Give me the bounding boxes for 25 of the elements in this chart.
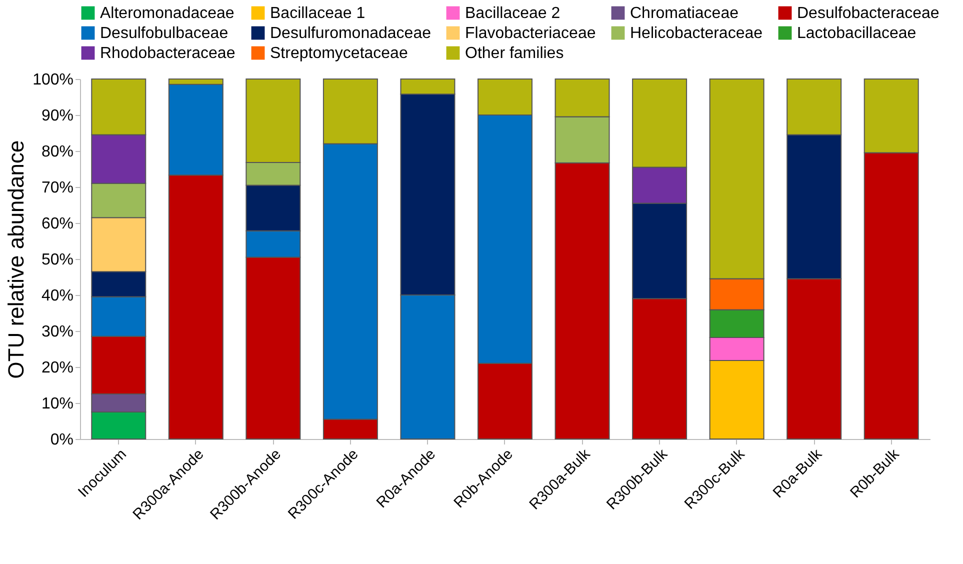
y-tick-label: 50%: [41, 252, 74, 268]
legend-label: Desulfobacteraceae: [797, 5, 940, 22]
legend-label: Bacillaceae 1: [270, 5, 366, 22]
y-tick-label: 60%: [41, 216, 74, 232]
legend-label: Rhodobacteraceae: [100, 45, 236, 62]
y-axis-title: OTU relative abundance: [4, 140, 29, 379]
legend-label: Helicobacteraceae: [630, 25, 763, 42]
y-tick-label: 90%: [41, 108, 74, 124]
legend-label: Flavobacteriaceae: [465, 25, 596, 42]
y-tick-label: 40%: [41, 288, 74, 304]
legend-label: Desulfobulbaceae: [100, 25, 228, 42]
legend-label: Bacillaceae 2: [465, 5, 560, 22]
y-tick-label: 20%: [41, 360, 74, 376]
legend-label: Other families: [465, 45, 564, 62]
y-tick-label: 30%: [41, 324, 74, 340]
legend-label: Desulfuromonadaceae: [270, 25, 432, 42]
legend-label: Chromatiaceae: [630, 5, 739, 22]
y-tick-label: 0%: [50, 432, 74, 448]
y-tick-label: 100%: [32, 72, 74, 88]
legend-label: Alteromonadaceae: [100, 5, 234, 22]
y-tick-label: 80%: [41, 144, 74, 160]
y-tick-label: 70%: [41, 180, 74, 196]
y-tick-label: 10%: [41, 396, 74, 412]
legend-label: Lactobacillaceae: [797, 25, 916, 42]
legend-label: Streptomycetaceae: [270, 45, 408, 62]
